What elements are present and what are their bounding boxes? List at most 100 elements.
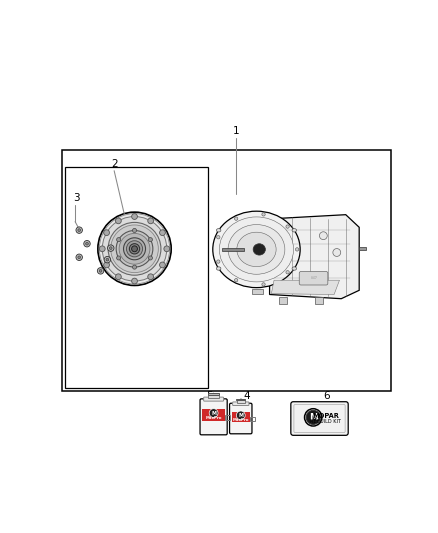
- Circle shape: [306, 410, 320, 424]
- Circle shape: [127, 241, 143, 257]
- Circle shape: [99, 270, 102, 272]
- Circle shape: [110, 247, 112, 249]
- FancyBboxPatch shape: [230, 403, 252, 434]
- Bar: [359, 247, 366, 250]
- Text: 1: 1: [233, 126, 240, 136]
- Circle shape: [104, 256, 110, 263]
- Circle shape: [78, 229, 81, 231]
- Circle shape: [111, 225, 159, 272]
- FancyBboxPatch shape: [200, 399, 227, 435]
- Circle shape: [108, 222, 161, 275]
- Bar: [237, 400, 245, 403]
- Circle shape: [132, 229, 137, 232]
- FancyBboxPatch shape: [204, 397, 223, 401]
- Circle shape: [119, 233, 150, 264]
- Circle shape: [108, 245, 114, 252]
- Text: 6: 6: [323, 391, 330, 401]
- Circle shape: [116, 218, 121, 224]
- Text: 2: 2: [111, 159, 117, 169]
- Circle shape: [78, 256, 81, 259]
- Polygon shape: [269, 215, 359, 298]
- Text: MaxPro: MaxPro: [205, 416, 222, 420]
- Circle shape: [104, 230, 110, 236]
- Circle shape: [131, 246, 138, 252]
- Ellipse shape: [216, 267, 221, 270]
- Circle shape: [164, 246, 170, 252]
- Text: MOPAR: MOPAR: [312, 413, 339, 419]
- Circle shape: [132, 214, 138, 220]
- Circle shape: [129, 244, 140, 254]
- Circle shape: [237, 411, 245, 420]
- Circle shape: [104, 262, 110, 268]
- Circle shape: [234, 279, 238, 282]
- Circle shape: [286, 271, 289, 274]
- Circle shape: [98, 212, 171, 286]
- Circle shape: [295, 248, 299, 251]
- Text: 3: 3: [74, 193, 80, 203]
- FancyBboxPatch shape: [291, 402, 348, 435]
- Ellipse shape: [228, 224, 285, 274]
- Circle shape: [76, 254, 82, 261]
- Circle shape: [217, 236, 220, 239]
- Circle shape: [116, 230, 153, 267]
- Circle shape: [148, 218, 154, 224]
- Text: M: M: [238, 413, 243, 418]
- Text: 4: 4: [243, 391, 250, 401]
- Ellipse shape: [213, 211, 300, 288]
- Bar: [315, 297, 323, 304]
- Circle shape: [84, 240, 90, 247]
- Circle shape: [159, 230, 166, 236]
- Circle shape: [132, 278, 138, 284]
- Bar: [202, 409, 225, 421]
- Ellipse shape: [219, 217, 293, 282]
- Circle shape: [159, 262, 166, 268]
- Text: 5: 5: [206, 391, 212, 401]
- Circle shape: [148, 274, 154, 280]
- Circle shape: [86, 243, 88, 245]
- Ellipse shape: [216, 229, 221, 232]
- Ellipse shape: [292, 229, 297, 232]
- Circle shape: [217, 260, 220, 263]
- Circle shape: [106, 259, 109, 261]
- Circle shape: [76, 227, 82, 233]
- Circle shape: [262, 282, 265, 286]
- Circle shape: [99, 246, 105, 252]
- Circle shape: [117, 238, 121, 241]
- Text: M: M: [309, 413, 318, 422]
- Text: REBUILD KIT: REBUILD KIT: [311, 419, 341, 424]
- Circle shape: [333, 248, 341, 256]
- Circle shape: [148, 256, 152, 260]
- Circle shape: [319, 232, 327, 240]
- Circle shape: [262, 213, 265, 216]
- Bar: [208, 395, 219, 398]
- Circle shape: [132, 265, 137, 269]
- Bar: [65, 167, 208, 388]
- Bar: [208, 393, 219, 395]
- Ellipse shape: [237, 232, 276, 266]
- Circle shape: [286, 225, 289, 228]
- Bar: [61, 150, 391, 391]
- Ellipse shape: [253, 244, 265, 255]
- Ellipse shape: [292, 267, 297, 270]
- Circle shape: [97, 268, 104, 274]
- Circle shape: [102, 216, 167, 281]
- FancyBboxPatch shape: [299, 271, 328, 285]
- Text: MaxPro: MaxPro: [233, 417, 249, 422]
- Bar: [222, 248, 244, 251]
- Bar: [252, 289, 263, 294]
- Circle shape: [304, 409, 322, 426]
- Circle shape: [209, 409, 218, 417]
- Text: M: M: [211, 410, 216, 416]
- Circle shape: [234, 217, 238, 220]
- Bar: [237, 399, 245, 400]
- Circle shape: [124, 238, 145, 260]
- Bar: [232, 412, 250, 422]
- Circle shape: [99, 214, 170, 284]
- Circle shape: [148, 238, 152, 241]
- Bar: [279, 297, 287, 304]
- Circle shape: [117, 256, 121, 260]
- Circle shape: [116, 274, 121, 280]
- Polygon shape: [272, 280, 339, 295]
- FancyBboxPatch shape: [233, 402, 249, 406]
- Text: /////: /////: [311, 276, 316, 280]
